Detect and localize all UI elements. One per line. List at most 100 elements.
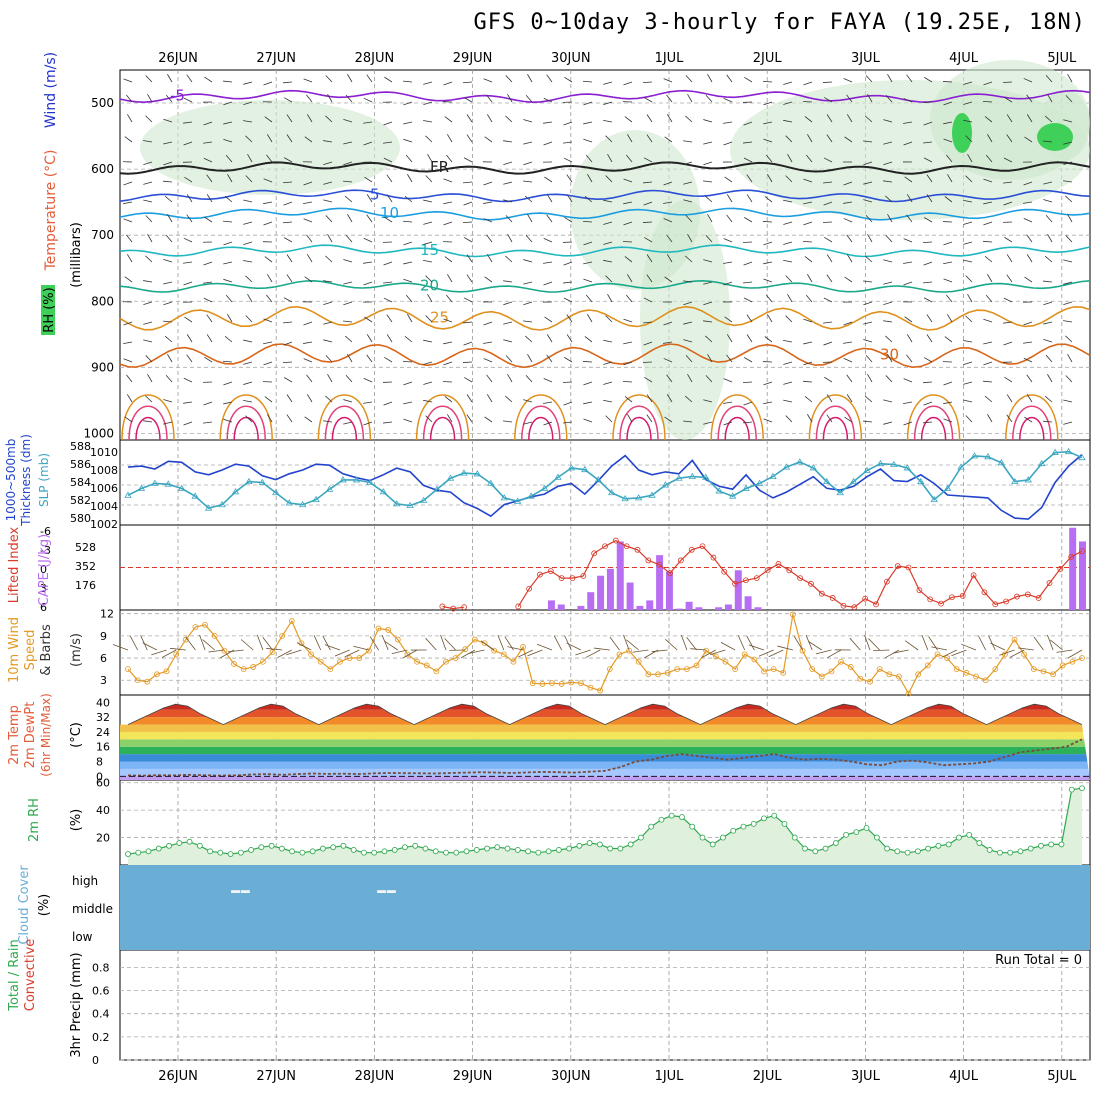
wind-barb bbox=[163, 161, 173, 166]
wind-barb bbox=[763, 381, 773, 386]
wind-barb bbox=[1006, 134, 1013, 143]
wind10-barb bbox=[768, 649, 784, 658]
panel-label-upper: RH (%) bbox=[42, 287, 57, 332]
wind-barb bbox=[603, 381, 613, 385]
wind-barb bbox=[627, 134, 633, 143]
wind10-barb bbox=[277, 649, 293, 658]
panel-label-precip: 3hr Precip (mm) bbox=[69, 952, 84, 1057]
slp-marker bbox=[191, 492, 199, 499]
wind-barb bbox=[943, 138, 953, 143]
wind-barb bbox=[1043, 339, 1053, 343]
temp2m-tick: 8 bbox=[96, 756, 103, 769]
wind-barb bbox=[163, 301, 173, 306]
wind-barb bbox=[404, 195, 413, 203]
wind-barb bbox=[744, 357, 753, 363]
wind10-marker bbox=[500, 651, 507, 658]
wind-barb bbox=[403, 278, 413, 283]
wind-barb bbox=[603, 361, 613, 365]
wind10-marker bbox=[684, 666, 690, 673]
wind10-marker bbox=[423, 662, 430, 669]
wind-barb bbox=[1045, 75, 1053, 83]
temp-band bbox=[120, 754, 1090, 762]
wind10-barb bbox=[444, 638, 456, 651]
wind10-marker bbox=[452, 655, 459, 661]
rh2m-marker bbox=[309, 848, 316, 855]
wind-barb bbox=[524, 195, 533, 203]
slp-marker bbox=[406, 501, 414, 508]
wind-barb bbox=[405, 154, 413, 163]
wind10-barb bbox=[256, 634, 264, 651]
panel-label-temp2m: (6hr Min/Max) bbox=[39, 693, 53, 777]
wind10-barb bbox=[381, 635, 389, 651]
rh2m-marker bbox=[186, 838, 193, 845]
wind10-tick: 9 bbox=[100, 630, 107, 643]
wind10-barb bbox=[632, 649, 649, 653]
rh2m-marker bbox=[822, 845, 829, 852]
wind-barb bbox=[625, 294, 633, 303]
wind-barb bbox=[543, 97, 553, 103]
wind-barb bbox=[984, 256, 993, 263]
rh2m-marker bbox=[299, 849, 306, 856]
wind-barb bbox=[523, 301, 533, 306]
rh2m-marker bbox=[843, 831, 849, 838]
wind-barb bbox=[685, 255, 693, 263]
wind10-marker bbox=[385, 627, 392, 633]
wind-barb bbox=[364, 316, 373, 323]
wind-barb bbox=[802, 240, 813, 243]
rh2m-marker bbox=[330, 844, 337, 851]
wind-barb bbox=[1065, 375, 1073, 383]
wind-barb bbox=[525, 234, 533, 243]
wind-barb bbox=[763, 241, 773, 246]
wind-barb bbox=[622, 380, 633, 383]
wind-barb bbox=[922, 101, 933, 103]
wind-barb bbox=[726, 354, 733, 363]
wind10-marker bbox=[1040, 668, 1047, 675]
wind-barb bbox=[386, 334, 393, 343]
wind-barb bbox=[425, 135, 433, 143]
wind10-marker bbox=[953, 666, 960, 673]
wind-barb bbox=[947, 314, 953, 323]
rh2m-marker bbox=[340, 842, 347, 849]
upper-tick: 600 bbox=[91, 162, 114, 176]
wind-barb bbox=[203, 421, 213, 424]
rh2m-marker bbox=[545, 848, 552, 855]
wind-barb bbox=[503, 420, 513, 423]
wind-barb bbox=[885, 235, 893, 243]
wind10-marker bbox=[992, 666, 999, 673]
wind-barb bbox=[683, 181, 693, 185]
wind-barb bbox=[126, 94, 133, 103]
wind10-marker bbox=[1069, 658, 1076, 665]
wind-barb bbox=[963, 101, 973, 105]
wind-barb bbox=[447, 274, 453, 283]
slp-marker bbox=[890, 460, 898, 467]
wind-barb bbox=[407, 314, 413, 323]
wind-barb bbox=[844, 136, 853, 143]
wind-barb bbox=[363, 261, 373, 264]
slp-tick: 1006 bbox=[90, 482, 118, 495]
wind-barb bbox=[926, 334, 933, 343]
surface-isotherm bbox=[128, 405, 168, 441]
wind-barb bbox=[687, 94, 693, 103]
wind-barb bbox=[603, 241, 613, 245]
wind10-barb bbox=[564, 635, 572, 651]
panel-label-cape: CAPE (J/kg) bbox=[37, 534, 52, 606]
wind-barb bbox=[643, 157, 653, 163]
panel-label-temp2m: 2m DewPt bbox=[23, 702, 38, 769]
wind-barb bbox=[123, 218, 133, 223]
wind-barb bbox=[603, 339, 613, 343]
wind-barb bbox=[846, 234, 853, 243]
wind-barb bbox=[903, 421, 913, 426]
wind-barb bbox=[785, 135, 793, 143]
li-marker bbox=[927, 596, 934, 603]
wind10-barb bbox=[1050, 639, 1063, 651]
wind-barb bbox=[145, 395, 153, 403]
panel-frame-thick bbox=[119, 439, 1091, 526]
wind-barb bbox=[366, 334, 373, 343]
li-marker bbox=[515, 603, 522, 610]
wind-barb bbox=[704, 195, 713, 203]
wind10-marker bbox=[366, 647, 372, 654]
cape-tick: 176 bbox=[75, 579, 96, 592]
panel-label-thick: Thickness (dm) bbox=[19, 434, 33, 527]
wind10-barb bbox=[199, 634, 206, 651]
wind-barb bbox=[585, 294, 593, 303]
